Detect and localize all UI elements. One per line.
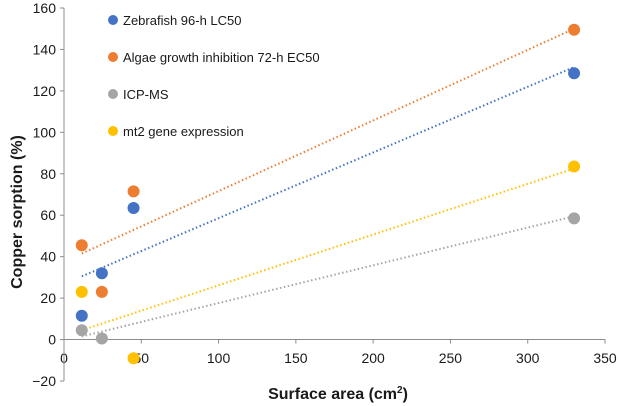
legend-marker	[108, 89, 118, 99]
data-point	[75, 324, 88, 337]
x-tick-label: 250	[439, 350, 463, 366]
y-tick-label: 40	[40, 249, 56, 265]
y-tick-label: 140	[33, 41, 57, 57]
trendline	[81, 66, 575, 278]
data-point	[95, 285, 108, 298]
y-tick-label: −20	[32, 373, 56, 389]
trendline	[81, 215, 575, 338]
x-axis-title: Surface area (cm2)	[268, 385, 408, 403]
legend: Zebrafish 96-h LC50 Algae growth inhibiti…	[108, 13, 320, 139]
data-point	[75, 239, 88, 252]
y-tick-label: 120	[33, 83, 57, 99]
legend-label: ICP-MS	[123, 87, 169, 102]
data-point	[127, 352, 140, 365]
data-point	[75, 285, 88, 298]
data-point	[568, 212, 581, 225]
legend-label: Algae growth inhibition 72-h EC50	[123, 50, 320, 65]
legend-label: mt2 gene expression	[123, 124, 244, 139]
x-tick-label: 150	[284, 350, 308, 366]
x-tick-label: 100	[207, 350, 231, 366]
data-point	[127, 185, 140, 198]
legend-marker	[108, 52, 118, 62]
x-tick-label: 300	[516, 350, 540, 366]
data-point	[568, 23, 581, 36]
data-point	[568, 160, 581, 173]
y-axis-title: Copper sorption (%)	[9, 135, 26, 289]
axis-tick-marks	[60, 7, 606, 382]
y-tick-label: 20	[40, 290, 56, 306]
legend-marker	[108, 15, 118, 25]
legend-label: Zebrafish 96-h LC50	[123, 13, 242, 28]
trendline	[81, 167, 575, 332]
data-point	[127, 201, 140, 214]
y-tick-labels: −20 0 20 40 60 80 100 120 140 160	[32, 0, 56, 389]
y-tick-label: 60	[40, 207, 56, 223]
trendlines	[81, 27, 575, 338]
data-point	[95, 332, 108, 345]
data-point	[75, 309, 88, 322]
y-tick-label: 100	[33, 124, 57, 140]
x-tick-label: 200	[361, 350, 385, 366]
y-tick-label: 0	[48, 332, 56, 348]
data-point	[95, 267, 108, 280]
data-point	[568, 67, 581, 80]
data-points	[75, 23, 581, 365]
x-tick-label: 350	[593, 350, 617, 366]
y-tick-label: 160	[33, 0, 57, 16]
y-tick-label: 80	[40, 166, 56, 182]
legend-marker	[108, 126, 118, 136]
